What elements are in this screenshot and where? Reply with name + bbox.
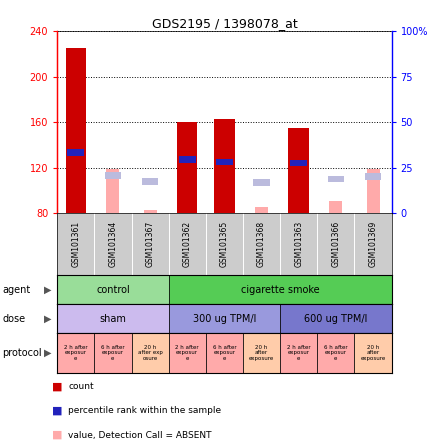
Text: 600 ug TPM/l: 600 ug TPM/l — [304, 313, 367, 324]
Bar — [177, 122, 198, 213]
Text: GSM101365: GSM101365 — [220, 221, 229, 267]
Text: cigarette smoke: cigarette smoke — [241, 285, 319, 295]
Bar — [57, 275, 169, 304]
Bar — [169, 333, 206, 373]
Text: dose: dose — [2, 313, 26, 324]
Text: GSM101368: GSM101368 — [257, 221, 266, 267]
Bar — [106, 169, 119, 213]
Bar — [280, 333, 317, 373]
Bar — [367, 169, 380, 213]
Text: ■: ■ — [52, 430, 62, 440]
Bar — [216, 159, 233, 165]
Text: count: count — [68, 382, 94, 391]
Text: GSM101367: GSM101367 — [146, 221, 154, 267]
Text: 20 h
after
exposure: 20 h after exposure — [249, 345, 274, 361]
Title: GDS2195 / 1398078_at: GDS2195 / 1398078_at — [151, 17, 297, 30]
Text: GSM101361: GSM101361 — [71, 221, 80, 267]
Bar — [289, 128, 309, 213]
Bar — [105, 172, 121, 179]
Bar — [132, 333, 169, 373]
Text: ▶: ▶ — [44, 313, 51, 324]
Bar — [142, 178, 158, 185]
Text: agent: agent — [2, 285, 30, 295]
Bar — [169, 275, 392, 304]
Text: 6 h after
exposur
e: 6 h after exposur e — [324, 345, 348, 361]
Bar — [66, 48, 86, 213]
Bar — [57, 333, 94, 373]
Text: ▶: ▶ — [44, 285, 51, 295]
Bar — [169, 304, 280, 333]
Text: 20 h
after exp
osure: 20 h after exp osure — [138, 345, 162, 361]
Text: sham: sham — [99, 313, 126, 324]
Text: ■: ■ — [52, 406, 62, 416]
Text: 6 h after
exposur
e: 6 h after exposur e — [213, 345, 236, 361]
Text: ▶: ▶ — [44, 348, 51, 358]
Text: value, Detection Call = ABSENT: value, Detection Call = ABSENT — [68, 431, 212, 440]
Text: GSM101369: GSM101369 — [369, 221, 378, 267]
Bar — [255, 207, 268, 213]
Text: control: control — [96, 285, 130, 295]
Bar — [365, 173, 381, 180]
Text: protocol: protocol — [2, 348, 42, 358]
Bar — [280, 304, 392, 333]
Text: 6 h after
exposur
e: 6 h after exposur e — [101, 345, 125, 361]
Bar — [243, 333, 280, 373]
Bar — [253, 179, 270, 186]
Text: percentile rank within the sample: percentile rank within the sample — [68, 406, 221, 415]
Bar — [67, 149, 84, 156]
Bar — [355, 333, 392, 373]
Bar — [327, 175, 344, 182]
Bar — [214, 119, 235, 213]
Text: GSM101364: GSM101364 — [108, 221, 117, 267]
Text: 2 h after
exposur
e: 2 h after exposur e — [176, 345, 199, 361]
Text: 2 h after
exposur
e: 2 h after exposur e — [64, 345, 88, 361]
Text: GSM101366: GSM101366 — [331, 221, 341, 267]
Text: 2 h after
exposur
e: 2 h after exposur e — [287, 345, 311, 361]
Text: 300 ug TPM/l: 300 ug TPM/l — [193, 313, 256, 324]
Text: 20 h
after
exposure: 20 h after exposure — [360, 345, 385, 361]
Bar — [57, 304, 169, 333]
Bar — [179, 156, 196, 163]
Text: GSM101363: GSM101363 — [294, 221, 303, 267]
Bar — [94, 333, 132, 373]
Text: GSM101362: GSM101362 — [183, 221, 192, 267]
Bar — [290, 160, 307, 166]
Bar — [206, 333, 243, 373]
Bar — [143, 210, 157, 213]
Bar — [330, 201, 342, 213]
Bar — [317, 333, 355, 373]
Text: ■: ■ — [52, 381, 62, 391]
